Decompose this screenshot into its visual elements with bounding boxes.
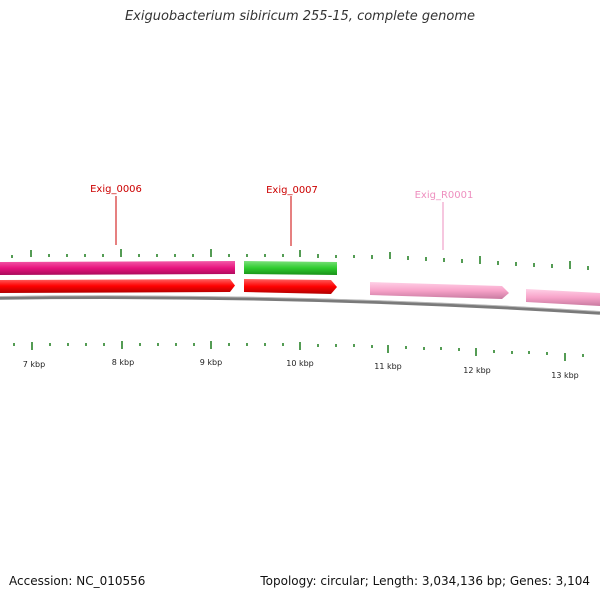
gene-label-exig-r0001[interactable]: Exig_R0001 xyxy=(415,190,474,201)
kbp-label: 8 kbp xyxy=(112,358,134,367)
inner-tick-marks xyxy=(13,341,584,361)
gene-exig-r0001-arrow[interactable] xyxy=(370,282,509,299)
kbp-label: 11 kbp xyxy=(374,362,402,371)
gene-exig-0006-outer[interactable] xyxy=(0,261,235,275)
gene-exig-0007-outer[interactable] xyxy=(244,261,337,275)
map-title: Exiguobacterium sibiricum 255-15, comple… xyxy=(124,9,476,24)
kbp-label: 7 kbp xyxy=(23,360,45,369)
kbp-label: 13 kbp xyxy=(551,371,579,380)
kbp-scale: 7 kbp 8 kbp 9 kbp 10 kbp 11 kbp 12 kbp 1… xyxy=(23,358,579,380)
genome-backbone xyxy=(0,295,600,315)
gene-exig-0007-arrow[interactable] xyxy=(244,279,337,294)
kbp-label: 12 kbp xyxy=(463,366,491,375)
genome-summary: Topology: circular; Length: 3,034,136 bp… xyxy=(260,574,590,588)
gene-exig-r0002-arrow[interactable] xyxy=(526,289,600,306)
kbp-label: 10 kbp xyxy=(286,359,314,368)
gene-label-exig-0007[interactable]: Exig_0007 xyxy=(266,185,318,196)
outer-tick-marks xyxy=(11,249,589,270)
accession-label: Accession: NC_010556 xyxy=(9,574,146,588)
gene-exig-0006-arrow[interactable] xyxy=(0,279,235,293)
kbp-label: 9 kbp xyxy=(200,358,222,367)
gene-label-exig-0006[interactable]: Exig_0006 xyxy=(90,184,142,195)
